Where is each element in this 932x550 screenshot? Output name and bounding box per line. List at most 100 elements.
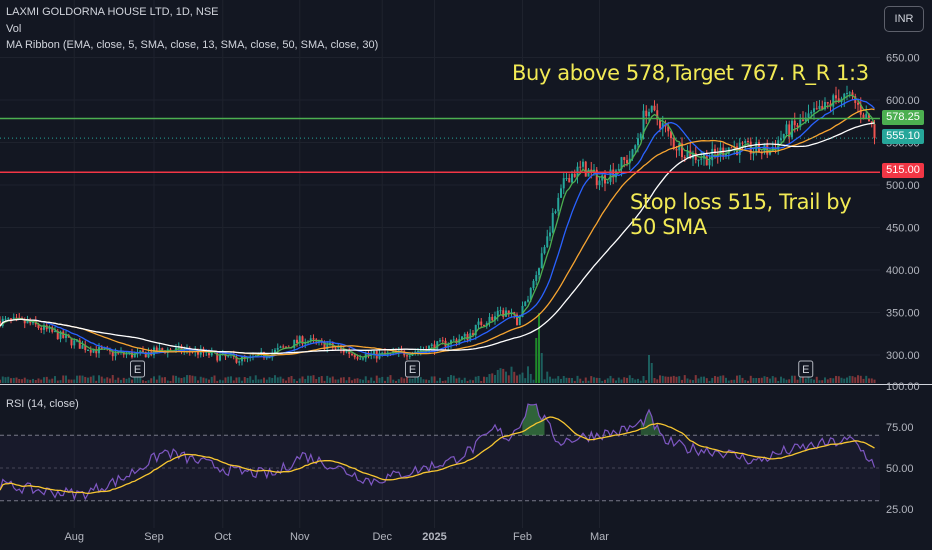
volume-bar	[802, 375, 804, 383]
candle-body	[279, 346, 282, 348]
volume-bar	[4, 377, 7, 383]
volume-bar	[408, 378, 411, 383]
volume-indicator-label[interactable]: Vol	[6, 23, 22, 35]
rsi-ma-line	[0, 416, 875, 495]
volume-bar	[1, 376, 4, 383]
volume-bar	[417, 375, 419, 383]
candle-body	[274, 349, 276, 353]
volume-bar	[766, 376, 769, 383]
candle-body	[87, 350, 89, 352]
volume-bar	[472, 380, 474, 383]
volume-bar	[703, 376, 705, 383]
candle-body	[560, 188, 562, 198]
volume-bar	[318, 377, 320, 383]
volume-bar	[760, 377, 763, 383]
rsi-axis-tick: 50.00	[886, 463, 914, 475]
volume-bar	[400, 377, 403, 383]
volume-bar	[345, 380, 348, 383]
candle-body	[747, 141, 749, 143]
volume-bar	[257, 379, 260, 383]
candle-body	[587, 169, 590, 177]
volume-bar	[840, 377, 843, 383]
volume-bar	[510, 366, 513, 383]
volume-bar	[15, 377, 18, 383]
candle-body	[76, 340, 78, 342]
candle-body	[10, 318, 12, 320]
volume-bar	[527, 366, 529, 383]
volume-bar	[230, 376, 232, 383]
candle-body	[92, 349, 95, 353]
volume-bar	[439, 377, 441, 383]
candle-body	[678, 143, 681, 151]
volume-bar	[590, 376, 593, 383]
candle-body	[23, 318, 26, 324]
volume-bar	[540, 353, 543, 383]
time-axis-tick: Feb	[513, 531, 532, 543]
volume-bar	[873, 379, 876, 383]
time-axis-tick: Sep	[144, 531, 164, 543]
volume-bar	[246, 377, 249, 383]
candle-body	[356, 357, 359, 359]
candle-body	[540, 253, 543, 269]
candlesticks	[0, 85, 876, 366]
volume-bar	[334, 379, 337, 383]
volume-bar	[18, 378, 21, 383]
volume-bar	[441, 380, 444, 383]
ma-line-sma50	[0, 122, 875, 355]
volume-bar	[166, 380, 169, 383]
candle-body	[265, 357, 268, 359]
candle-body	[815, 108, 818, 110]
volume-bar	[298, 378, 301, 383]
volume-bar	[276, 377, 279, 383]
currency-button[interactable]: INR	[884, 6, 924, 32]
candle-body	[406, 355, 408, 357]
rsi-label[interactable]: RSI (14, close)	[6, 398, 79, 410]
volume-bar	[367, 380, 370, 383]
stop-annotation-line1: Stop loss 515, Trail by	[630, 190, 852, 214]
volume-bar	[351, 380, 353, 383]
volume-bar	[461, 379, 463, 383]
candle-body	[777, 140, 780, 150]
volume-bar	[197, 380, 199, 383]
horizontal-levels	[0, 117, 880, 174]
volume-bar	[78, 375, 81, 383]
volume-bar	[194, 376, 197, 383]
candle-body	[626, 160, 628, 164]
candle-body	[485, 323, 488, 326]
volume-bar	[711, 377, 714, 383]
candle-body	[276, 347, 279, 350]
volume-bar	[733, 379, 736, 383]
candle-body	[298, 336, 301, 343]
volume-bar	[386, 376, 389, 383]
ma-ribbon-label[interactable]: MA Ribbon (EMA, close, 5, SMA, close, 13…	[6, 39, 379, 51]
volume-bar	[48, 379, 51, 383]
candle-body	[782, 134, 785, 139]
volume-bars	[0, 313, 876, 383]
volume-bar	[730, 379, 733, 383]
candle-body	[549, 232, 551, 237]
candle-body	[859, 104, 862, 115]
volume-bar	[741, 377, 744, 383]
volume-bar	[620, 379, 623, 383]
candle-body	[241, 356, 243, 362]
candle-body	[873, 123, 876, 139]
volume-bar	[549, 376, 551, 383]
volume-bar	[804, 378, 807, 383]
candle-body	[634, 145, 637, 150]
candle-body	[345, 350, 348, 353]
volume-bar	[395, 380, 397, 383]
volume-bar	[208, 379, 210, 383]
volume-bar	[43, 377, 45, 383]
volume-bar	[370, 377, 373, 383]
volume-bar	[697, 378, 700, 383]
candle-body	[348, 350, 351, 354]
candle-body	[686, 150, 689, 159]
chart-grid	[0, 0, 880, 528]
candle-body	[535, 275, 538, 281]
volume-bar	[458, 377, 461, 383]
candle-body	[32, 320, 34, 324]
moving-average-ribbon	[0, 94, 876, 360]
volume-bar	[483, 376, 485, 383]
volume-bar	[353, 378, 356, 383]
price-axis-tick: 350.00	[886, 308, 920, 320]
